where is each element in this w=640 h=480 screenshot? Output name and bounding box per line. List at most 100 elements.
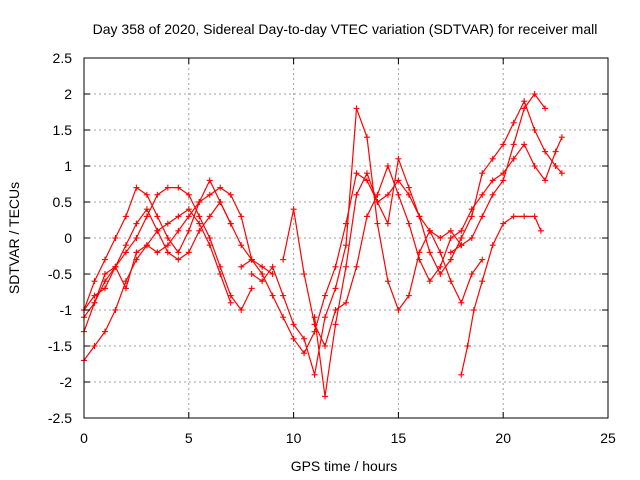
data-point (363, 170, 370, 177)
data-point (489, 242, 496, 249)
data-point (395, 177, 402, 184)
data-point (185, 191, 192, 198)
y-tick-label: -2 (60, 374, 73, 390)
data-point (164, 220, 171, 227)
data-point (280, 314, 287, 321)
y-tick-label: 1 (64, 158, 72, 174)
data-point (311, 314, 318, 321)
data-point (500, 141, 507, 148)
data-point (363, 134, 370, 141)
series-track-3 (81, 177, 234, 313)
data-point (196, 220, 203, 227)
data-point (395, 191, 402, 198)
data-point (112, 263, 119, 270)
series-track-11 (458, 213, 544, 378)
data-point (248, 271, 255, 277)
data-point (196, 227, 203, 234)
series-track-9 (311, 98, 565, 400)
data-point (458, 299, 465, 306)
data-point (353, 191, 360, 198)
data-point (426, 278, 433, 285)
data-point (164, 184, 171, 191)
data-point (468, 235, 475, 241)
data-point (206, 177, 213, 184)
data-point (290, 321, 297, 328)
data-point (112, 235, 119, 241)
data-point (521, 98, 528, 105)
y-tick-label: 2 (64, 86, 72, 102)
data-point (447, 235, 454, 241)
y-tick-label: 1.5 (53, 122, 73, 138)
y-tick-label: 0 (64, 230, 72, 246)
data-point (479, 256, 486, 263)
data-point (426, 249, 433, 256)
data-point (143, 206, 150, 213)
data-point (238, 263, 245, 270)
data-point (217, 263, 224, 270)
data-point (531, 127, 538, 133)
data-point (133, 220, 140, 227)
data-point (143, 191, 150, 198)
data-point (374, 199, 381, 205)
data-point (259, 278, 266, 285)
data-point (521, 213, 528, 220)
data-point (227, 220, 234, 227)
grid-lines (84, 58, 608, 418)
data-point (311, 321, 318, 328)
data-point (206, 191, 213, 198)
data-point (185, 213, 192, 220)
data-point (143, 242, 150, 249)
data-point (510, 141, 517, 148)
data-point (510, 119, 517, 126)
data-point (500, 220, 507, 227)
data-point (269, 263, 276, 270)
y-axis-label: SDTVAR / TECUs (6, 182, 22, 294)
x-tick-label: 0 (80, 430, 88, 446)
data-point (175, 213, 182, 220)
data-point (238, 307, 245, 313)
data-point (154, 227, 161, 234)
data-point (458, 242, 465, 249)
data-point (416, 256, 423, 263)
data-point (164, 249, 171, 256)
data-point (101, 256, 108, 263)
data-point (479, 278, 486, 285)
data-point (154, 191, 161, 198)
series-line (282, 136, 563, 347)
data-point (185, 227, 192, 234)
data-point (500, 177, 507, 184)
data-point (133, 249, 140, 256)
data-point (531, 213, 538, 220)
data-point (259, 271, 266, 277)
data-point (332, 285, 339, 292)
data-point (227, 292, 234, 299)
data-point (489, 155, 496, 162)
data-point (175, 227, 182, 234)
data-point (426, 227, 433, 234)
series-line (450, 93, 546, 253)
data-point (175, 249, 182, 256)
data-series (81, 91, 565, 400)
data-point (248, 256, 255, 263)
data-point (542, 148, 549, 155)
data-point (91, 292, 98, 299)
axis-ticks: -2.5 -2 -1.5 -1 -0.5 0 0.5 1 1.5 2 2.5 0 5 10 15 20 25 (48, 50, 616, 446)
data-point (458, 235, 465, 241)
chart-title: Day 358 of 2020, Sidereal Day-to-day VTE… (93, 21, 598, 37)
data-point (290, 206, 297, 213)
data-point (227, 299, 234, 306)
data-point (395, 307, 402, 313)
data-point (185, 249, 192, 256)
data-point (122, 213, 129, 220)
data-point (206, 213, 213, 220)
x-tick-label: 5 (185, 430, 193, 446)
data-point (343, 263, 349, 270)
data-point (531, 91, 538, 97)
data-point (206, 235, 213, 241)
data-point (248, 285, 255, 292)
data-point (558, 170, 565, 177)
data-point (322, 292, 329, 299)
y-tick-label: -0.5 (48, 266, 72, 282)
x-tick-label: 10 (286, 430, 302, 446)
